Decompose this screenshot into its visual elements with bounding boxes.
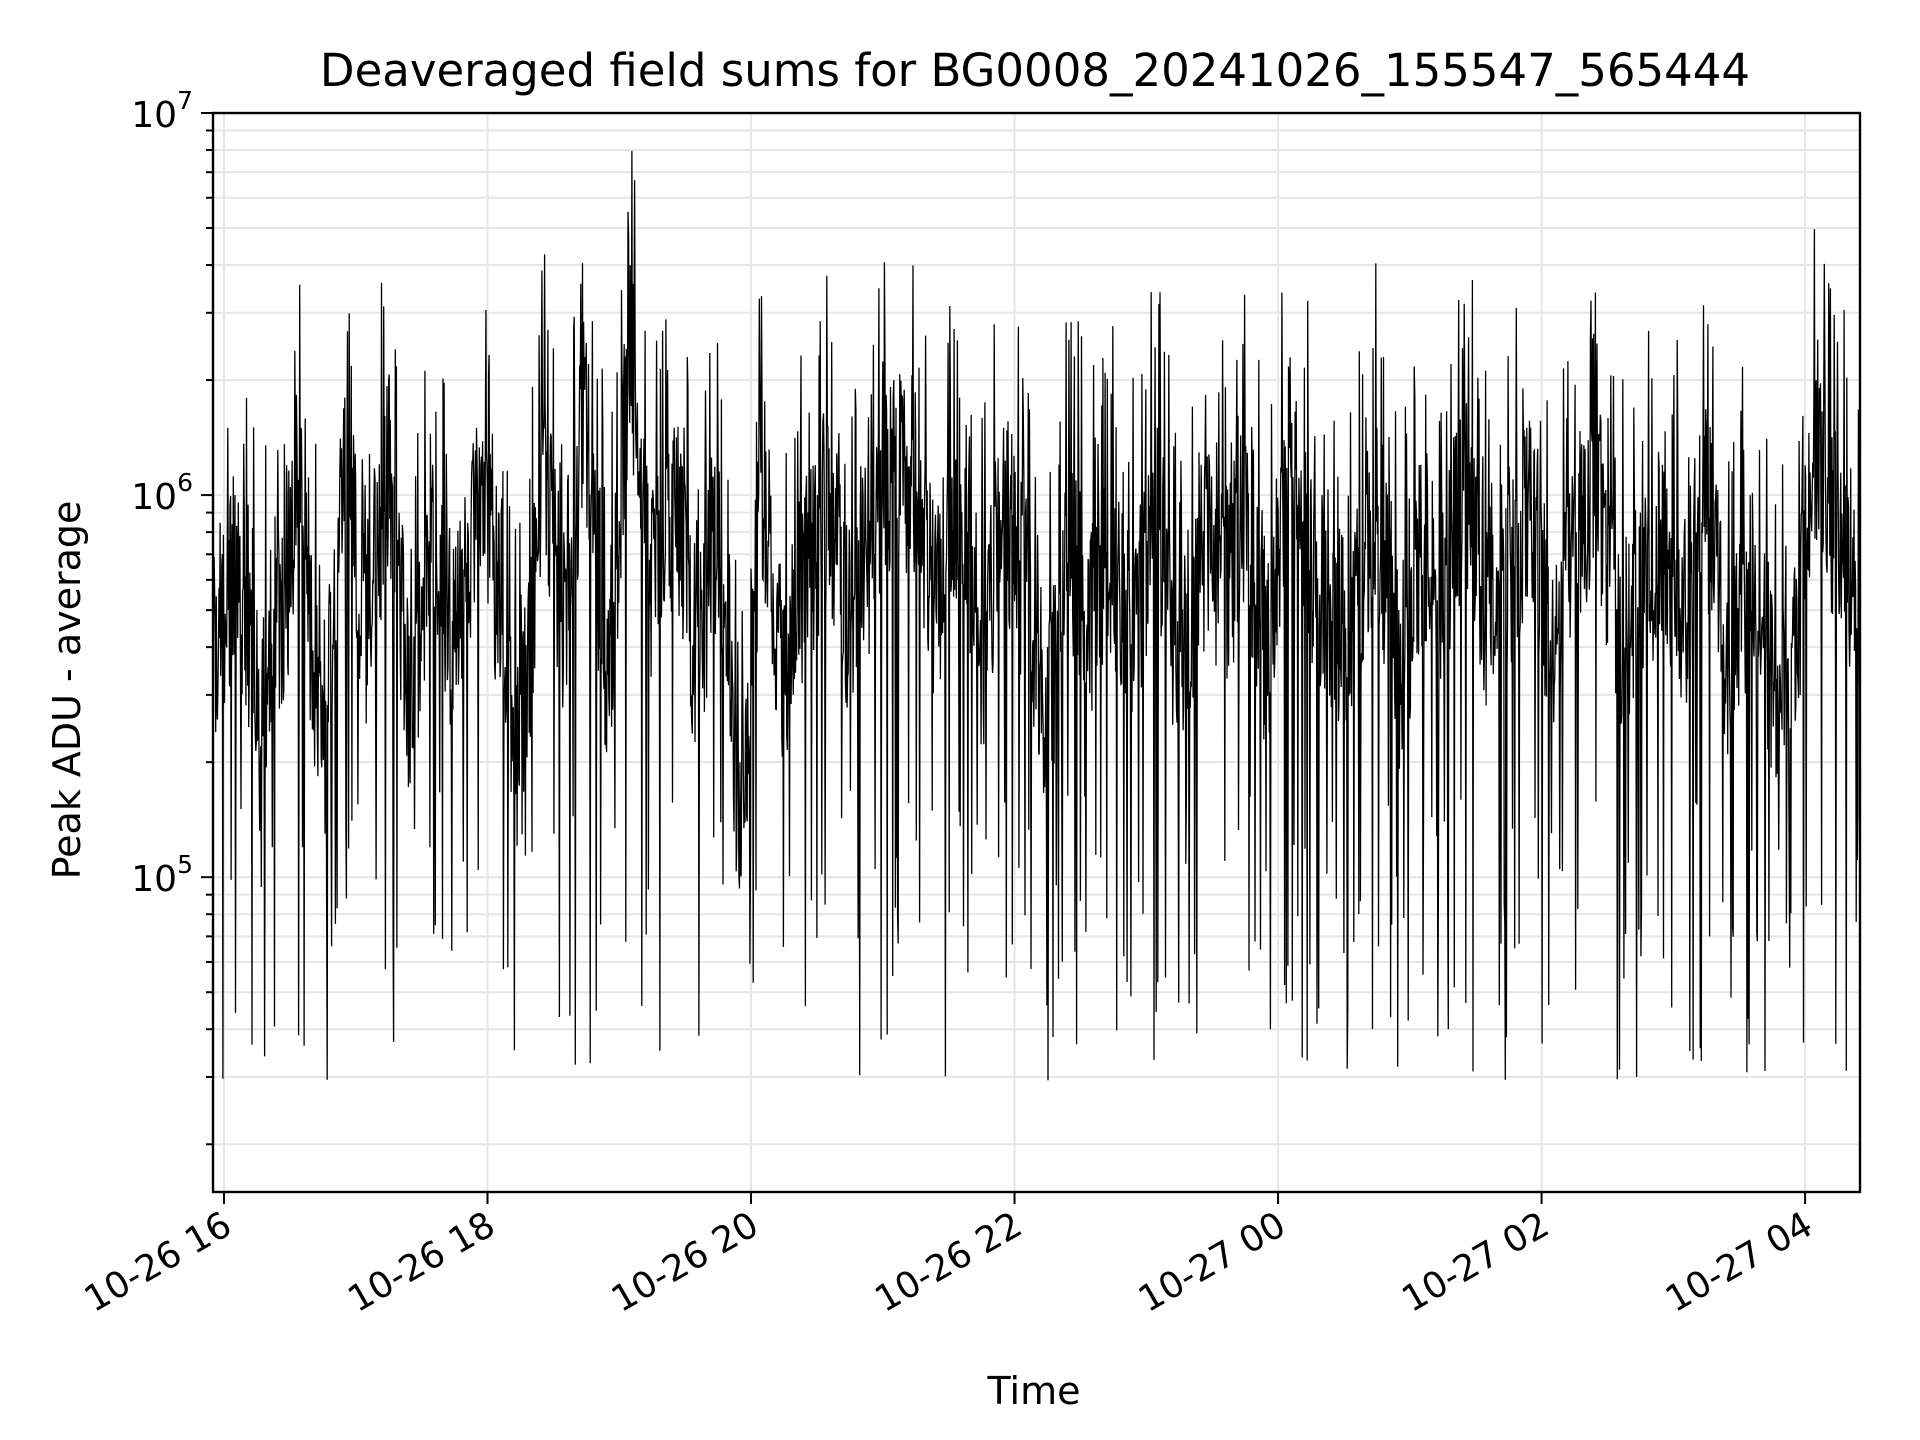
y-tick-label: 105 bbox=[131, 850, 193, 900]
y-axis: 105 106 107 bbox=[131, 86, 213, 1146]
data-series-line bbox=[212, 150, 1861, 1081]
y-tick-label: 107 bbox=[131, 86, 193, 136]
y-tick-label: 106 bbox=[131, 468, 193, 518]
chart-title: Deaveraged field sums for BG0008_2024102… bbox=[320, 44, 1750, 97]
x-axis-label: Time bbox=[987, 1369, 1081, 1413]
y-axis-label: Peak ADU - average bbox=[45, 501, 89, 880]
plot-frame bbox=[211, 111, 1862, 1194]
series-layer bbox=[212, 150, 1861, 1081]
